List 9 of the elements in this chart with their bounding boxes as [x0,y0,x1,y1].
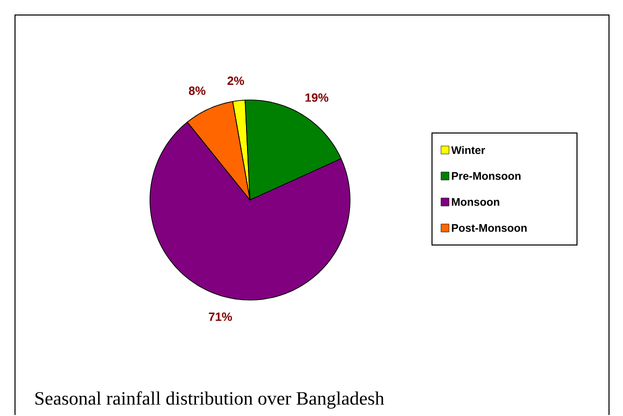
data-label: 2% [228,76,244,86]
legend-label: Winter [451,146,486,154]
legend-label: Pre-Monsoon [452,172,521,180]
legend-label: Post-Monsoon [452,224,527,232]
legend-label: Monsoon [452,198,500,206]
text: Seasonal rainfall distribution over Bangladesh [35,392,384,409]
data-label: 8% [188,86,206,96]
data-label: 19% [305,94,328,102]
data-label: 71% [208,312,232,322]
